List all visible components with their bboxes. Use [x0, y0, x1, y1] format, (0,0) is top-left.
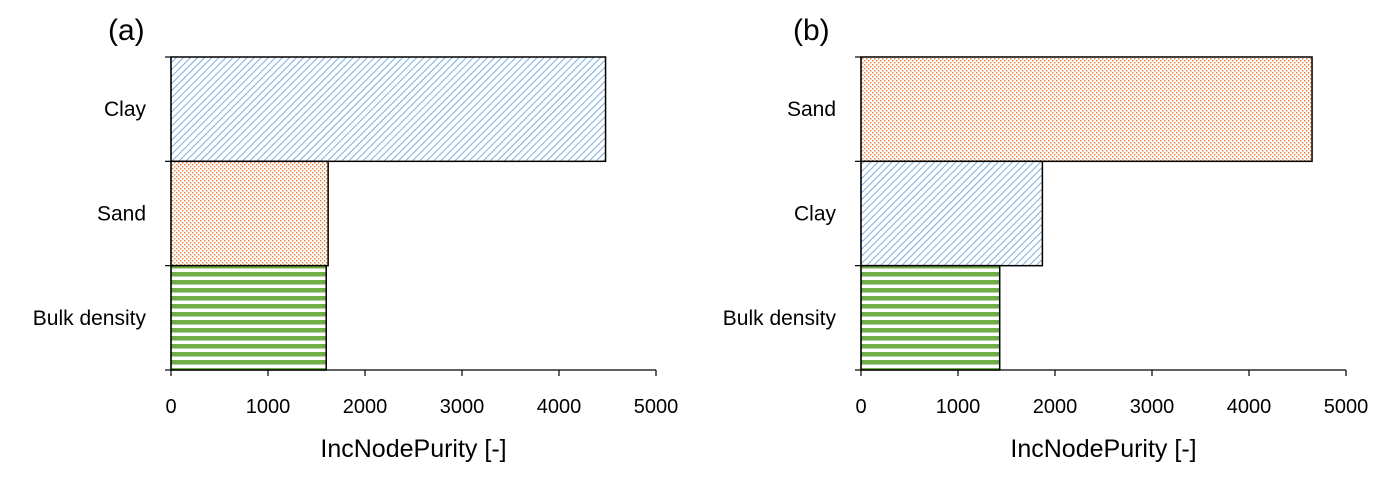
x-tick-label: 1000	[936, 396, 981, 418]
x-tick-label: 5000	[1324, 396, 1369, 418]
x-tick-label: 5000	[634, 396, 679, 418]
x-axis-title: IncNodePurity [-]	[1010, 435, 1196, 463]
x-tick-label: 4000	[1227, 396, 1272, 418]
bar-sand	[170, 160, 329, 267]
x-tick-label: 0	[855, 396, 866, 418]
category-label: Bulk density	[33, 307, 147, 330]
x-tick-label: 4000	[537, 396, 582, 418]
x-tick-label: 2000	[1033, 396, 1078, 418]
panel-label: (a)	[108, 14, 145, 47]
x-axis-title: IncNodePurity [-]	[320, 435, 506, 463]
x-tick-label: 2000	[343, 396, 388, 418]
chart-panel-b: Sand Clay Bulk density 0 1000 2000 3000 4000 500…	[723, 14, 1368, 463]
bar-clay	[860, 160, 1044, 267]
category-label: Clay	[104, 98, 147, 121]
x-tick-label: 1000	[246, 396, 291, 418]
x-tick-label: 0	[165, 396, 176, 418]
bar-clay	[170, 56, 607, 163]
category-label: Clay	[794, 203, 837, 226]
x-tick-label: 3000	[440, 396, 485, 418]
bar-bulk-density	[860, 264, 1001, 371]
panel-label: (b)	[793, 14, 830, 47]
category-label: Bulk density	[723, 307, 837, 330]
bar-bulk-density	[170, 264, 327, 371]
x-tick-label: 3000	[1130, 396, 1175, 418]
category-label: Sand	[97, 203, 146, 226]
chart-panel-a: Clay Sand Bulk density 0 1000 2000 3000 4000 500…	[33, 14, 678, 463]
category-label: Sand	[787, 98, 836, 121]
bar-sand	[860, 56, 1313, 163]
